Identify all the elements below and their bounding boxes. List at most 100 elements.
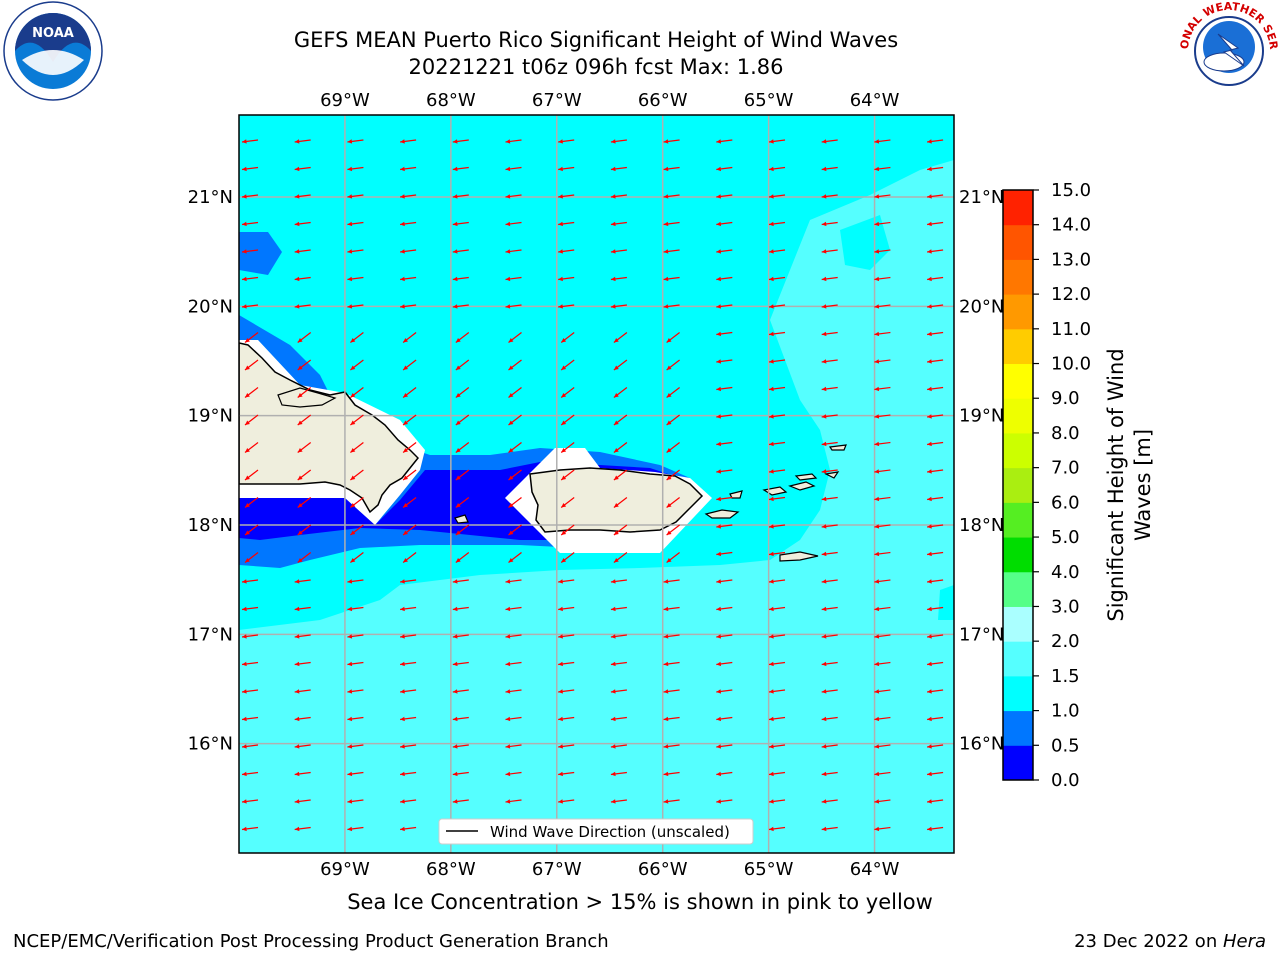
wave-vector-head [666,420,672,425]
wave-vector-head [821,414,827,419]
wave-vector-head [663,689,669,694]
wave-vector-head [400,139,405,144]
wave-vector-head [347,606,353,612]
lat-tick-label-left: 17°N [188,624,233,645]
wave-vector-head [508,365,514,370]
lon-tick-label-bottom: 64°W [850,859,900,880]
colorbar-tick-label: 14.0 [1051,215,1091,236]
wave-vector-head [400,249,405,254]
wave-vector-head [613,503,619,508]
wave-vector-head [505,194,511,199]
wave-vector-head [821,221,827,227]
wave-vector-head [716,716,722,722]
wave-vector-head [452,139,458,144]
wave-vector-head [874,799,880,804]
wave-vector-head [245,393,250,398]
wave-vector-head [927,496,932,502]
wave-vector-head [927,386,932,392]
wave-vector-head [769,744,774,749]
colorbar-tick-label: 0.5 [1051,735,1080,756]
wave-vector-head [347,744,353,749]
wave-vector-head [242,771,247,777]
wave-vector-head [610,304,616,309]
wave-vector-head [927,771,932,777]
wave-vector-head [769,826,774,832]
wave-vector-head [821,771,827,777]
wave-vector-head [561,558,567,563]
wave-vector-head [769,304,774,309]
land-small-island [454,514,469,524]
wave-vector-head [716,441,722,447]
colorbar-label-line1: Significant Height of Wind [1104,348,1128,621]
wave-vector-head [350,393,356,398]
wave-vector-head [716,634,722,639]
wave-vector-head [452,304,458,309]
lon-tick-label-top: 66°W [638,90,688,111]
wave-vector-head [294,634,300,639]
wave-vector-head [663,194,669,199]
wave-vector-head [716,689,722,694]
wave-vector-head [613,530,619,535]
nws-logo-icon: NATIONAL WEATHER SERVICE [1178,0,1280,100]
wave-vector-head [561,365,567,370]
lat-tick-label-left: 21°N [188,187,233,208]
wave-vector-head [613,393,619,398]
wave-vector-head [666,338,672,343]
wave-vector-head [716,661,722,667]
wave-vector-head [558,194,563,199]
lon-tick-label-bottom: 66°W [638,859,688,880]
wave-vector-head [666,365,672,370]
land-small-island [788,481,816,491]
wave-vector-head [294,716,300,722]
wave-vector-head [821,634,827,639]
wave-vector-head [558,799,563,804]
wave-vector-head [347,661,353,667]
wave-vector-head [716,496,722,502]
wave-vector-head [242,744,247,749]
colorbar-segment [1003,467,1033,503]
wave-vector-head [455,365,461,370]
wave-vector-head [821,166,827,172]
wave-vector-head [610,689,616,694]
wave-vector-head [561,448,567,453]
colorbar-tick-label: 7.0 [1051,458,1080,479]
colorbar-frame [1002,189,1034,781]
map-fields [239,115,954,853]
wave-vector-head [769,139,774,144]
wave-vector-head [505,139,511,144]
wave-vector-head [242,166,247,172]
wave-vector-head [821,689,827,694]
wave-vector-head [769,496,774,502]
wave-vector-head [245,420,250,425]
wave-vector-head [769,524,774,529]
lat-tick-label-right: 19°N [959,406,1004,427]
wave-vector-head [245,365,250,370]
wave-vector-head [455,338,461,343]
wave-vector-head [821,441,827,447]
lon-tick-label-top: 65°W [744,90,794,111]
wave-vector-head [769,689,774,694]
wave-vector-head [561,393,567,398]
lat-tick-label-right: 20°N [959,296,1004,317]
wave-vector-head [242,689,247,694]
wave-vector-head [400,689,405,694]
colorbar-segment [1003,710,1033,746]
wave-vector-head [347,799,353,804]
colorbar-segment [1003,641,1033,677]
wave-vector-head [716,771,722,777]
wave-vector-head [927,744,932,749]
colorbar-tick-label: 4.0 [1051,562,1080,583]
colorbar-segment [1003,224,1033,260]
wave-vector-head [347,716,353,722]
land-small-island [828,444,847,451]
wave-vector-head [769,414,774,419]
wave-vector-head [242,661,247,667]
wave-vector-head [508,558,514,563]
wave-vector-head [505,221,511,227]
wave-vector-head [769,359,774,364]
field-0p5-1p0-nw [239,232,282,275]
wave-vector-head [347,166,353,172]
lat-tick-label-left: 19°N [188,406,233,427]
wave-vector-head [874,716,880,722]
